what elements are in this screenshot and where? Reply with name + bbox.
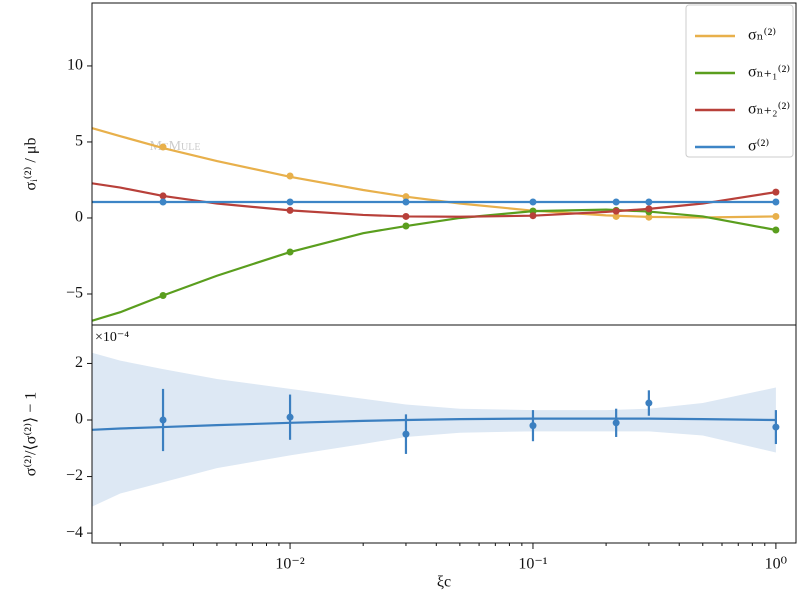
data-point: [772, 423, 780, 431]
data-point: [402, 198, 410, 206]
y-tick-label: −5: [66, 285, 83, 302]
y-axis-label: σᵢ⁽²⁾ / μb: [23, 138, 40, 191]
y-tick-label: 5: [75, 133, 83, 150]
data-point: [286, 198, 294, 206]
data-point: [402, 212, 410, 220]
data-point: [529, 422, 537, 430]
data-point: [159, 292, 167, 300]
data-point: [286, 248, 294, 256]
data-point: [402, 430, 410, 438]
data-point: [612, 212, 620, 220]
watermark: McMule: [149, 139, 200, 154]
x-tick-label: 10⁻¹: [518, 556, 547, 573]
y-tick-label: 2: [75, 354, 83, 371]
data-point: [645, 205, 653, 213]
y-tick-label: −4: [66, 524, 83, 541]
legend-label: σ⁽²⁾: [748, 138, 769, 155]
data-point: [772, 188, 780, 196]
x-tick-label: 10⁰: [765, 556, 787, 573]
data-point: [286, 172, 294, 180]
y-tick-label: 0: [75, 209, 83, 226]
data-point: [159, 416, 167, 424]
data-point: [772, 226, 780, 234]
legend-label: σₙ₊₁⁽²⁾: [748, 64, 790, 81]
data-point: [612, 207, 620, 215]
y-tick-label: −2: [66, 467, 83, 484]
data-point: [612, 198, 620, 206]
data-point: [529, 198, 537, 206]
data-point: [402, 222, 410, 230]
legend: σₙ⁽²⁾ σₙ₊₁⁽²⁾ σₙ₊₂⁽²⁾ σ⁽²⁾: [685, 4, 794, 158]
data-point: [612, 419, 620, 427]
data-point: [402, 193, 410, 201]
data-point: [645, 399, 653, 407]
offset-text: ×10⁻⁴: [95, 330, 129, 345]
x-tick-label: 10⁻²: [275, 556, 304, 573]
data-point: [645, 198, 653, 206]
data-point: [772, 212, 780, 220]
data-point: [286, 206, 294, 214]
data-point: [645, 213, 653, 221]
uncertainty-band: [92, 352, 776, 507]
data-point: [772, 198, 780, 206]
legend-label: σₙ₊₂⁽²⁾: [748, 101, 790, 118]
data-point: [159, 143, 167, 151]
data-point: [286, 413, 294, 421]
data-point: [529, 212, 537, 220]
plot-frame: [91, 324, 797, 544]
legend-box: [685, 4, 794, 158]
legend-label: σₙ⁽²⁾: [748, 27, 776, 44]
y-tick-label: 0: [75, 411, 83, 428]
x-axis-label: ξc: [437, 574, 451, 591]
data-point: [159, 192, 167, 200]
y-tick-label: 10: [67, 57, 83, 74]
data-point: [159, 198, 167, 206]
y-axis-label: σ⁽²⁾/⟨σ⁽²⁾⟩ − 1: [23, 392, 40, 477]
series-curve: [92, 208, 777, 322]
